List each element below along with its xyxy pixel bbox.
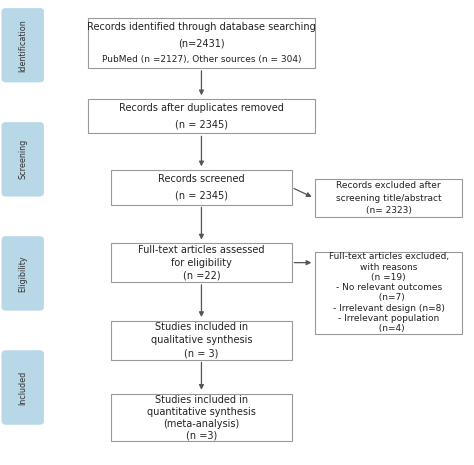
Text: (n =19): (n =19) <box>371 273 406 282</box>
Text: Eligibility: Eligibility <box>18 255 27 292</box>
Bar <box>88 18 315 68</box>
Text: Studies included in: Studies included in <box>155 395 248 405</box>
Text: (n = 2345): (n = 2345) <box>175 191 228 201</box>
Text: Full-text articles excluded,: Full-text articles excluded, <box>328 252 449 261</box>
Text: (n =22): (n =22) <box>182 271 220 280</box>
Bar <box>315 252 462 334</box>
Bar <box>111 321 292 359</box>
Bar <box>111 243 292 282</box>
Text: Records after duplicates removed: Records after duplicates removed <box>119 103 284 113</box>
Bar <box>88 99 315 133</box>
Bar <box>111 394 292 441</box>
Text: PubMed (n =2127), Other sources (n = 304): PubMed (n =2127), Other sources (n = 304… <box>102 55 301 64</box>
Text: - No relevant outcomes: - No relevant outcomes <box>336 283 442 292</box>
Text: Identification: Identification <box>18 19 27 72</box>
Text: quantitative synthesis: quantitative synthesis <box>147 407 256 417</box>
Text: Full-text articles assessed: Full-text articles assessed <box>138 245 264 255</box>
Text: Records excluded after: Records excluded after <box>337 180 441 190</box>
FancyBboxPatch shape <box>2 351 44 424</box>
Text: (n= 2323): (n= 2323) <box>366 206 411 215</box>
Text: (n=7): (n=7) <box>373 293 404 302</box>
Text: with reasons: with reasons <box>360 263 418 272</box>
Text: - Irrelevant population: - Irrelevant population <box>338 314 439 323</box>
Text: (n =3): (n =3) <box>186 431 217 440</box>
Bar <box>315 179 462 218</box>
FancyBboxPatch shape <box>2 237 44 310</box>
FancyBboxPatch shape <box>2 122 44 196</box>
Text: screening title/abstract: screening title/abstract <box>336 193 441 203</box>
Text: Records screened: Records screened <box>158 174 245 184</box>
Text: Included: Included <box>18 371 27 405</box>
Text: (n = 3): (n = 3) <box>184 348 219 358</box>
Text: (n=4): (n=4) <box>373 324 404 333</box>
Text: Studies included in: Studies included in <box>155 322 248 332</box>
Text: qualitative synthesis: qualitative synthesis <box>151 335 252 345</box>
FancyBboxPatch shape <box>2 8 44 82</box>
Text: (meta-analysis): (meta-analysis) <box>164 418 239 429</box>
Text: Screening: Screening <box>18 139 27 179</box>
Text: for eligibility: for eligibility <box>171 258 232 268</box>
Bar <box>111 170 292 205</box>
Text: (n = 2345): (n = 2345) <box>175 120 228 130</box>
Text: - Irrelevant design (n=8): - Irrelevant design (n=8) <box>333 304 445 312</box>
Text: Records identified through database searching: Records identified through database sear… <box>87 21 316 32</box>
Text: (n=2431): (n=2431) <box>178 38 225 48</box>
